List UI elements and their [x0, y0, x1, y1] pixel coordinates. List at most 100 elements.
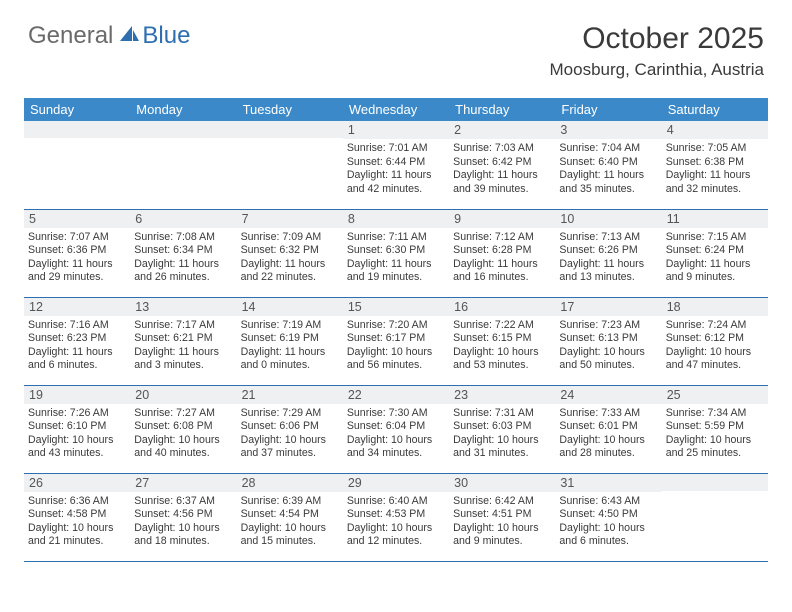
- day-cell: 28 Sunrise: 6:39 AMSunset: 4:54 PMDayligh…: [237, 473, 343, 561]
- day-cell: 31Sunrise: 6:43 AMSunset: 4:50 PMDayligh…: [555, 473, 661, 561]
- day-cell: 9Sunrise: 7:12 AMSunset: 6:28 PMDaylight…: [449, 209, 555, 297]
- sunrise-text: Sunrise: 7:08 AM: [134, 231, 232, 245]
- day-cell: [662, 473, 768, 561]
- col-saturday: Saturday: [662, 98, 768, 121]
- day-number: 19: [24, 386, 130, 404]
- sunrise-text: Sunrise: 7:13 AM: [559, 231, 657, 245]
- day-number: 20: [130, 386, 236, 404]
- day-body: Sunrise: 7:05 AMSunset: 6:38 PMDaylight:…: [662, 139, 768, 198]
- sunrise-text: Sunrise: 6:36 AM: [28, 495, 126, 509]
- day-body: Sunrise: 7:15 AMSunset: 6:24 PMDaylight:…: [662, 228, 768, 287]
- sunset-text: Sunset: 6:42 PM: [453, 156, 551, 170]
- day-cell: 6Sunrise: 7:08 AMSunset: 6:34 PMDaylight…: [130, 209, 236, 297]
- day-cell: 25Sunrise: 7:34 AMSunset: 5:59 PMDayligh…: [662, 385, 768, 473]
- day-body: Sunrise: 7:27 AMSunset: 6:08 PMDaylight:…: [130, 404, 236, 463]
- daylight-text: Daylight: 10 hours and 12 minutes.: [347, 522, 445, 549]
- day-cell: 10Sunrise: 7:13 AMSunset: 6:26 PMDayligh…: [555, 209, 661, 297]
- day-number: 14: [237, 298, 343, 316]
- day-body: Sunrise: 7:26 AMSunset: 6:10 PMDaylight:…: [24, 404, 130, 463]
- day-cell: 24Sunrise: 7:33 AMSunset: 6:01 PMDayligh…: [555, 385, 661, 473]
- day-body: Sunrise: 6:37 AMSunset: 4:56 PMDaylight:…: [130, 492, 236, 551]
- daylight-text: Daylight: 11 hours and 35 minutes.: [559, 169, 657, 196]
- day-number: 8: [343, 210, 449, 228]
- day-number: 30: [449, 474, 555, 492]
- day-body: Sunrise: 7:23 AMSunset: 6:13 PMDaylight:…: [555, 316, 661, 375]
- logo-text-general: General: [28, 22, 113, 50]
- daylight-text: Daylight: 10 hours and 21 minutes.: [28, 522, 126, 549]
- day-cell: 29Sunrise: 6:40 AMSunset: 4:53 PMDayligh…: [343, 473, 449, 561]
- day-cell: 21Sunrise: 7:29 AMSunset: 6:06 PMDayligh…: [237, 385, 343, 473]
- day-body: Sunrise: 7:01 AMSunset: 6:44 PMDaylight:…: [343, 139, 449, 198]
- sunset-text: Sunset: 4:56 PM: [134, 508, 232, 522]
- day-number: 6: [130, 210, 236, 228]
- day-number: [237, 121, 343, 138]
- sunset-text: Sunset: 5:59 PM: [666, 420, 764, 434]
- sunset-text: Sunset: 6:08 PM: [134, 420, 232, 434]
- sunrise-text: Sunrise: 7:31 AM: [453, 407, 551, 421]
- sunrise-text: Sunrise: 7:33 AM: [559, 407, 657, 421]
- day-cell: 30Sunrise: 6:42 AMSunset: 4:51 PMDayligh…: [449, 473, 555, 561]
- day-cell: 11Sunrise: 7:15 AMSunset: 6:24 PMDayligh…: [662, 209, 768, 297]
- day-number: 17: [555, 298, 661, 316]
- sunset-text: Sunset: 6:10 PM: [28, 420, 126, 434]
- sunset-text: Sunset: 6:17 PM: [347, 332, 445, 346]
- day-cell: 19Sunrise: 7:26 AMSunset: 6:10 PMDayligh…: [24, 385, 130, 473]
- day-body: Sunrise: 7:29 AMSunset: 6:06 PMDaylight:…: [237, 404, 343, 463]
- daylight-text: Daylight: 10 hours and 15 minutes.: [241, 522, 339, 549]
- day-body: Sunrise: 6:40 AMSunset: 4:53 PMDaylight:…: [343, 492, 449, 551]
- day-number: 28: [237, 474, 343, 492]
- day-number: 26: [24, 474, 130, 492]
- sunrise-text: Sunrise: 7:24 AM: [666, 319, 764, 333]
- daylight-text: Daylight: 11 hours and 3 minutes.: [134, 346, 232, 373]
- sunrise-text: Sunrise: 7:23 AM: [559, 319, 657, 333]
- sunrise-text: Sunrise: 7:12 AM: [453, 231, 551, 245]
- daylight-text: Daylight: 11 hours and 26 minutes.: [134, 258, 232, 285]
- sunset-text: Sunset: 4:53 PM: [347, 508, 445, 522]
- day-body: Sunrise: 7:16 AMSunset: 6:23 PMDaylight:…: [24, 316, 130, 375]
- day-cell: 3Sunrise: 7:04 AMSunset: 6:40 PMDaylight…: [555, 121, 661, 209]
- col-sunday: Sunday: [24, 98, 130, 121]
- day-number: 9: [449, 210, 555, 228]
- day-body: Sunrise: 7:24 AMSunset: 6:12 PMDaylight:…: [662, 316, 768, 375]
- sunset-text: Sunset: 6:30 PM: [347, 244, 445, 258]
- sunset-text: Sunset: 4:51 PM: [453, 508, 551, 522]
- sunrise-text: Sunrise: 6:39 AM: [241, 495, 339, 509]
- title-block: October 2025 Moosburg, Carinthia, Austri…: [550, 22, 765, 80]
- day-body: Sunrise: 7:20 AMSunset: 6:17 PMDaylight:…: [343, 316, 449, 375]
- col-friday: Friday: [555, 98, 661, 121]
- day-cell: 22Sunrise: 7:30 AMSunset: 6:04 PMDayligh…: [343, 385, 449, 473]
- day-number: 18: [662, 298, 768, 316]
- header: General Blue October 2025 Moosburg, Cari…: [0, 0, 792, 88]
- daylight-text: Daylight: 10 hours and 25 minutes.: [666, 434, 764, 461]
- day-cell: 26Sunrise: 6:36 AMSunset: 4:58 PMDayligh…: [24, 473, 130, 561]
- sunset-text: Sunset: 6:01 PM: [559, 420, 657, 434]
- day-body: Sunrise: 7:12 AMSunset: 6:28 PMDaylight:…: [449, 228, 555, 287]
- week-row: 26Sunrise: 6:36 AMSunset: 4:58 PMDayligh…: [24, 473, 768, 561]
- sunset-text: Sunset: 4:54 PM: [241, 508, 339, 522]
- sunset-text: Sunset: 6:24 PM: [666, 244, 764, 258]
- day-body: Sunrise: 7:13 AMSunset: 6:26 PMDaylight:…: [555, 228, 661, 287]
- day-cell: 16Sunrise: 7:22 AMSunset: 6:15 PMDayligh…: [449, 297, 555, 385]
- day-body: Sunrise: 7:08 AMSunset: 6:34 PMDaylight:…: [130, 228, 236, 287]
- day-cell: 8 Sunrise: 7:11 AMSunset: 6:30 PMDaylight…: [343, 209, 449, 297]
- day-cell: 23Sunrise: 7:31 AMSunset: 6:03 PMDayligh…: [449, 385, 555, 473]
- sunset-text: Sunset: 6:32 PM: [241, 244, 339, 258]
- day-cell: 20Sunrise: 7:27 AMSunset: 6:08 PMDayligh…: [130, 385, 236, 473]
- sunset-text: Sunset: 6:40 PM: [559, 156, 657, 170]
- logo-sail-icon: [118, 24, 140, 49]
- day-body: Sunrise: 6:43 AMSunset: 4:50 PMDaylight:…: [555, 492, 661, 551]
- sunrise-text: Sunrise: 7:07 AM: [28, 231, 126, 245]
- day-cell: 17Sunrise: 7:23 AMSunset: 6:13 PMDayligh…: [555, 297, 661, 385]
- sunrise-text: Sunrise: 7:27 AM: [134, 407, 232, 421]
- week-row: 1Sunrise: 7:01 AMSunset: 6:44 PMDaylight…: [24, 121, 768, 209]
- sunrise-text: Sunrise: 7:11 AM: [347, 231, 445, 245]
- sunrise-text: Sunrise: 7:04 AM: [559, 142, 657, 156]
- sunset-text: Sunset: 6:06 PM: [241, 420, 339, 434]
- sunrise-text: Sunrise: 7:19 AM: [241, 319, 339, 333]
- sunrise-text: Sunrise: 7:29 AM: [241, 407, 339, 421]
- day-number: 29: [343, 474, 449, 492]
- day-number: [662, 474, 768, 491]
- daylight-text: Daylight: 10 hours and 37 minutes.: [241, 434, 339, 461]
- sunrise-text: Sunrise: 7:22 AM: [453, 319, 551, 333]
- daylight-text: Daylight: 11 hours and 19 minutes.: [347, 258, 445, 285]
